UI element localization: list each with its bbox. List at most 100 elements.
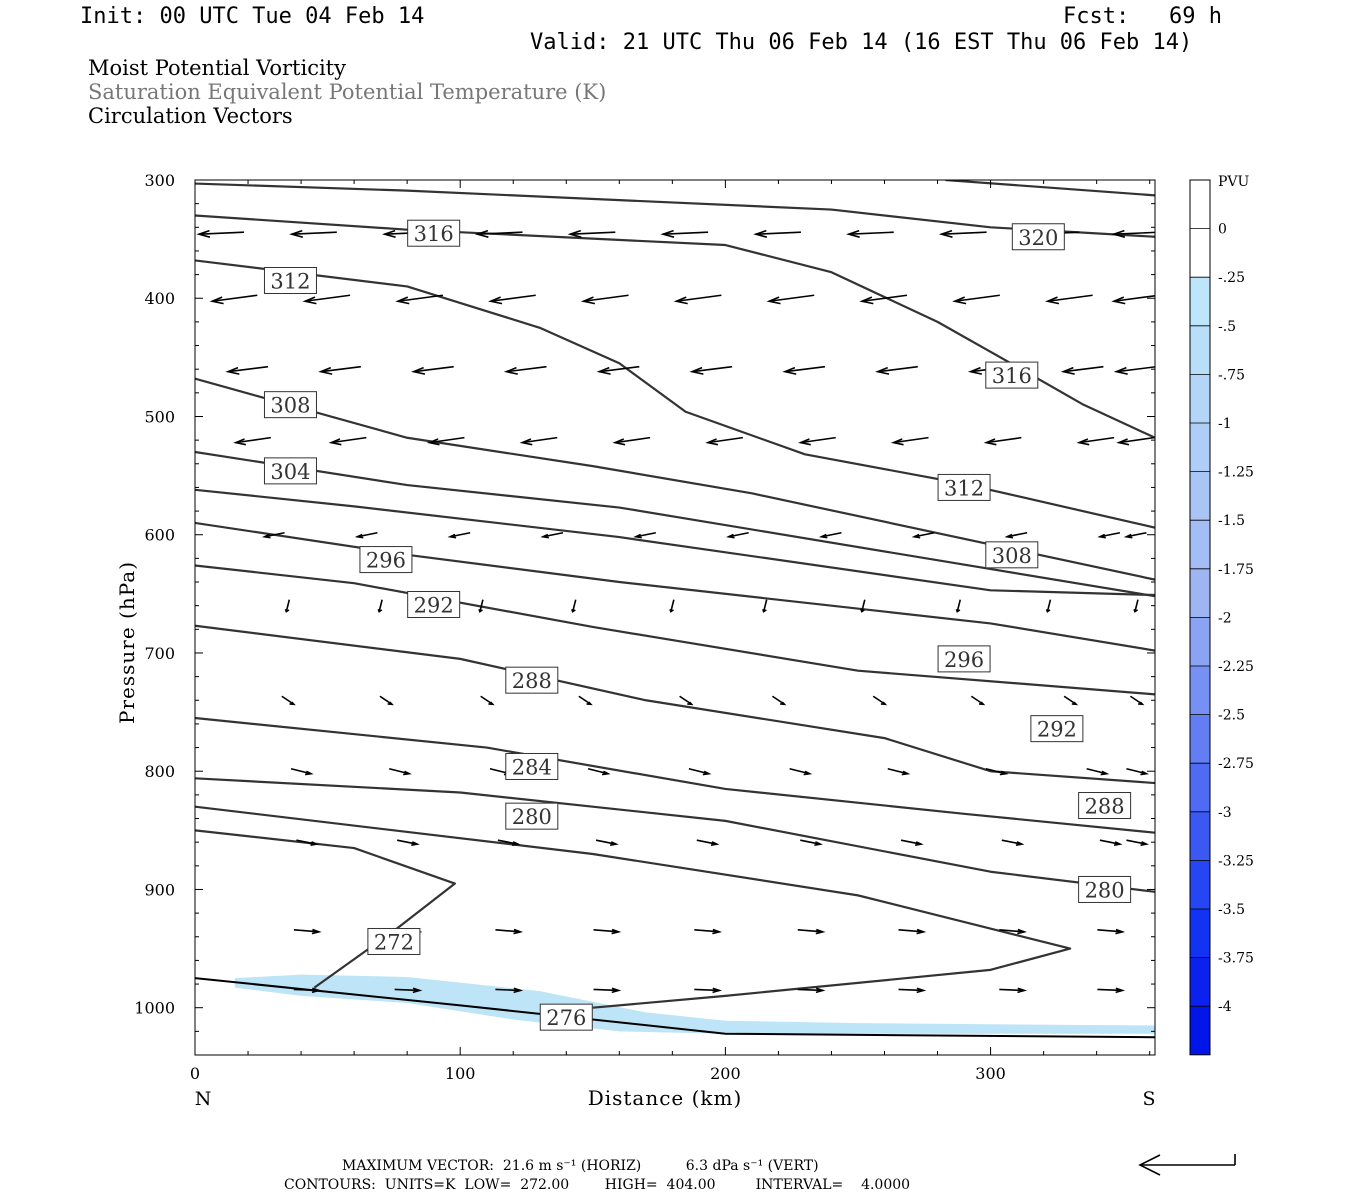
- contour-label: 284: [505, 752, 559, 780]
- theta-es-contour-276: [195, 805, 1072, 1009]
- contour-label: 276: [539, 1003, 593, 1031]
- contour-label: 292: [407, 590, 461, 618]
- circulation-vector: [261, 531, 285, 539]
- y-tick-label: 900: [144, 880, 175, 899]
- colorbar-swatch: [1190, 228, 1210, 278]
- contour-label: 280: [1078, 875, 1132, 903]
- circulation-vector: [593, 928, 622, 935]
- circulation-vector: [290, 767, 314, 776]
- circulation-vector: [1113, 366, 1155, 375]
- colorbar-swatch: [1190, 957, 1210, 1007]
- colorbar-swatch: [1190, 325, 1210, 375]
- contour-label-text: 284: [512, 755, 552, 779]
- circulation-vector: [447, 531, 471, 539]
- colorbar-swatch: [1190, 860, 1210, 909]
- y-tick-label: 800: [144, 762, 175, 781]
- circulation-vector: [872, 695, 888, 706]
- pv-shaded-region: [234, 974, 1155, 1034]
- field-title-2: Circulation Vectors: [88, 104, 293, 128]
- colorbar-swatch: [1190, 909, 1210, 958]
- circulation-vector: [1076, 436, 1115, 446]
- circulation-vector: [689, 365, 733, 375]
- circulation-vector: [798, 436, 836, 446]
- contour-label-text: 312: [270, 270, 310, 294]
- contour-label-text: 292: [1037, 718, 1077, 742]
- circulation-vector: [395, 294, 444, 305]
- contour-label: 316: [407, 219, 461, 247]
- field-title-1: Saturation Equivalent Potential Temperat…: [88, 80, 607, 104]
- circulation-vector: [1097, 987, 1126, 994]
- contour-label: 296: [359, 546, 413, 574]
- contour-label-text: 312: [944, 476, 984, 500]
- circulation-vector: [587, 767, 611, 776]
- theta-es-contour-324: [945, 180, 1155, 197]
- colorbar-label: -3.75: [1218, 951, 1254, 967]
- circulation-vector: [800, 839, 823, 846]
- contour-label: 312: [263, 267, 317, 295]
- circulation-vector: [567, 229, 616, 238]
- contour-label: 272: [367, 927, 421, 955]
- circulation-vector: [753, 229, 801, 238]
- contour-label: 320: [1011, 223, 1065, 251]
- colorbar-label: -2.75: [1218, 756, 1254, 772]
- circulation-vector: [898, 928, 927, 935]
- x-tick-label: 0: [190, 1064, 200, 1083]
- circulation-vector: [983, 436, 1022, 446]
- max-vector-note: MAXIMUM VECTOR: 21.6 m s⁻¹ (HORIZ) 6.3 d…: [342, 1158, 819, 1174]
- circulation-vector: [595, 839, 619, 846]
- theta-es-contour-276: [195, 829, 456, 989]
- circulation-vector: [293, 928, 322, 935]
- colorbar-label: -3: [1218, 805, 1232, 821]
- circulation-vector: [999, 987, 1028, 994]
- contour-label: 296: [937, 645, 991, 673]
- colorbar-swatch: [1190, 763, 1210, 812]
- circulation-vector: [696, 839, 720, 846]
- circulation-vector: [1111, 229, 1155, 238]
- forecast-hour: Fcst: 69 h: [1063, 4, 1222, 29]
- circulation-vector: [782, 365, 826, 375]
- circulation-vector: [302, 294, 351, 305]
- x-tick-label: 200: [710, 1064, 741, 1083]
- circulation-vector: [1133, 599, 1139, 613]
- circulation-vector: [488, 294, 536, 305]
- contour-label: 288: [505, 666, 559, 694]
- circulation-vector: [497, 839, 521, 846]
- circulation-vector: [766, 294, 815, 305]
- y-axis-label: Pressure (hPa): [115, 561, 139, 724]
- circulation-vector: [797, 987, 826, 994]
- contour-label: 316: [985, 361, 1039, 389]
- colorbar-label: -2.25: [1218, 659, 1254, 675]
- colorbar-label: -3.5: [1218, 902, 1245, 918]
- circulation-vector: [797, 928, 826, 935]
- colorbar-swatch: [1190, 811, 1210, 861]
- valid-time: Valid: 21 UTC Thu 06 Feb 14 (16 EST Thu …: [530, 30, 1193, 55]
- colorbar-label: -3.25: [1218, 853, 1254, 869]
- circulation-vector: [970, 695, 986, 706]
- circulation-vector: [673, 294, 722, 305]
- circulation-vector: [898, 987, 927, 994]
- circulation-vector: [474, 229, 523, 238]
- circulation-vector: [1111, 294, 1155, 305]
- colorbar-swatch: [1190, 180, 1210, 229]
- colorbar-label: 0: [1218, 222, 1227, 238]
- circulation-vector: [296, 839, 320, 846]
- circulation-vector: [818, 531, 842, 539]
- contour-label: 292: [1030, 715, 1084, 743]
- circulation-vector: [1004, 531, 1028, 539]
- contour-label-text: 280: [1085, 878, 1125, 902]
- colorbar-label: -.25: [1218, 270, 1245, 286]
- contour-label-text: 272: [374, 930, 414, 954]
- colorbar-label: -1.75: [1218, 562, 1254, 578]
- circulation-vector: [394, 987, 423, 994]
- circulation-vector: [859, 294, 908, 305]
- circulation-vector: [593, 987, 622, 994]
- circulation-vector: [328, 436, 367, 446]
- circulation-vector: [196, 229, 245, 238]
- circulation-vector: [1086, 767, 1110, 776]
- colorbar-label: -1.25: [1218, 465, 1254, 481]
- circulation-vector: [540, 531, 564, 539]
- y-tick-label: 400: [144, 289, 175, 308]
- y-tick-label: 1000: [134, 999, 175, 1018]
- circulation-vector: [726, 531, 749, 539]
- circulation-vector: [389, 767, 412, 776]
